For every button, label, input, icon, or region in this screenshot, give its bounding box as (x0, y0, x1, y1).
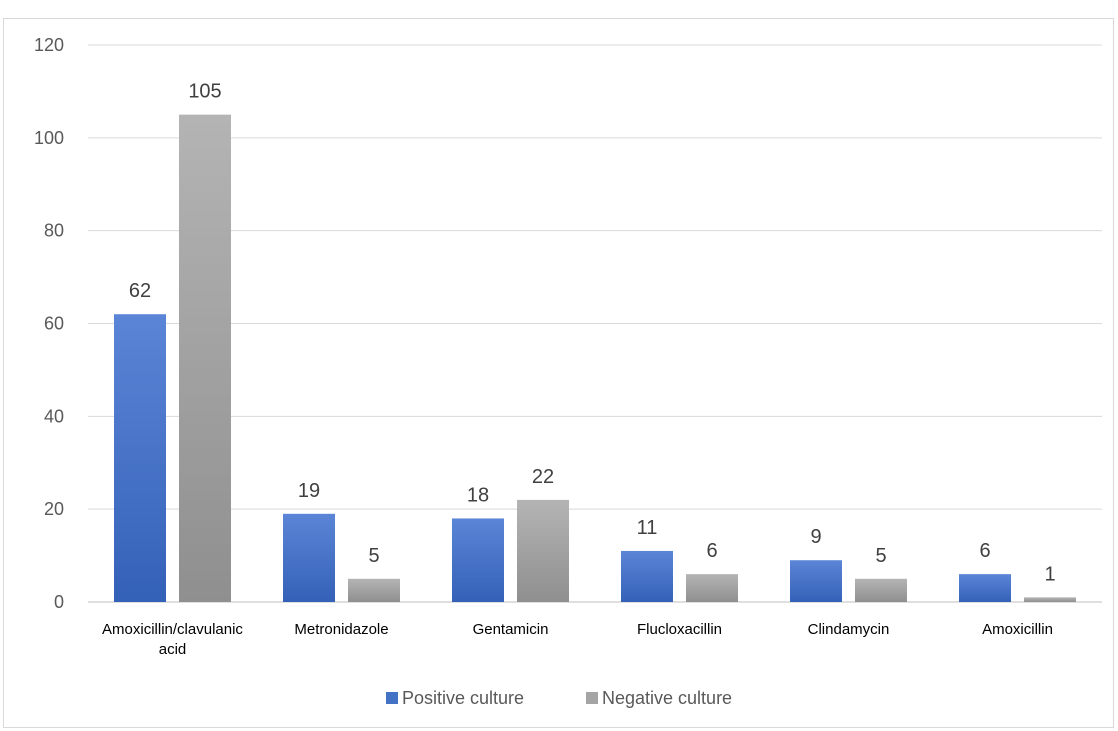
legend-label: Negative culture (602, 688, 732, 708)
data-label: 18 (467, 484, 489, 506)
legend-swatch (386, 692, 398, 704)
x-axis-ticks: Amoxicillin/clavulanic acid Metronidazole G… (102, 621, 1053, 658)
bar-positive (621, 550, 673, 602)
bar-negative (686, 574, 738, 602)
bar-positive (114, 314, 166, 602)
y-tick-label: 20 (44, 499, 64, 519)
y-tick-label: 100 (34, 128, 64, 148)
x-tick-label: Clindamycin (808, 621, 890, 638)
legend-swatch (586, 692, 598, 704)
data-label: 62 (129, 280, 151, 302)
bar-negative (179, 114, 231, 602)
y-tick-label: 80 (44, 221, 64, 241)
bar-negative (1024, 597, 1076, 602)
bar-negative (348, 578, 400, 602)
data-label: 1 (1044, 563, 1055, 585)
data-label: 5 (368, 545, 379, 567)
y-tick-label: 120 (34, 35, 64, 55)
bars (114, 114, 1076, 602)
data-label: 5 (875, 545, 886, 567)
legend: Positive culture Negative culture (386, 688, 732, 708)
data-label: 9 (810, 526, 821, 548)
legend-label: Positive culture (402, 688, 524, 708)
data-label: 105 (188, 81, 221, 103)
data-label: 11 (637, 517, 658, 539)
x-tick-label: Metronidazole (294, 621, 388, 638)
x-tick-label: Gentamicin (473, 621, 549, 638)
bar-positive (283, 513, 335, 602)
data-label: 19 (298, 480, 320, 502)
y-axis-ticks: 0 20 40 60 80 100 120 (34, 35, 64, 612)
x-tick-label: Amoxicillin (982, 621, 1053, 638)
y-tick-label: 60 (44, 314, 64, 334)
y-tick-label: 40 (44, 406, 64, 426)
data-label: 22 (532, 466, 554, 488)
bar-negative (517, 499, 569, 602)
data-label: 6 (979, 540, 990, 562)
bar-negative (855, 578, 907, 602)
data-label: 6 (706, 540, 717, 562)
x-tick-label: acid (159, 641, 187, 658)
x-tick-label: Amoxicillin/clavulanic (102, 621, 243, 638)
bar-positive (452, 518, 504, 602)
gridlines (88, 44, 1102, 603)
data-labels: 62 105 19 5 18 22 11 6 9 5 6 1 (129, 81, 1056, 586)
bar-positive (959, 574, 1011, 602)
x-tick-label: Flucloxacillin (637, 621, 722, 638)
y-tick-label: 0 (54, 592, 64, 612)
bar-positive (790, 560, 842, 602)
